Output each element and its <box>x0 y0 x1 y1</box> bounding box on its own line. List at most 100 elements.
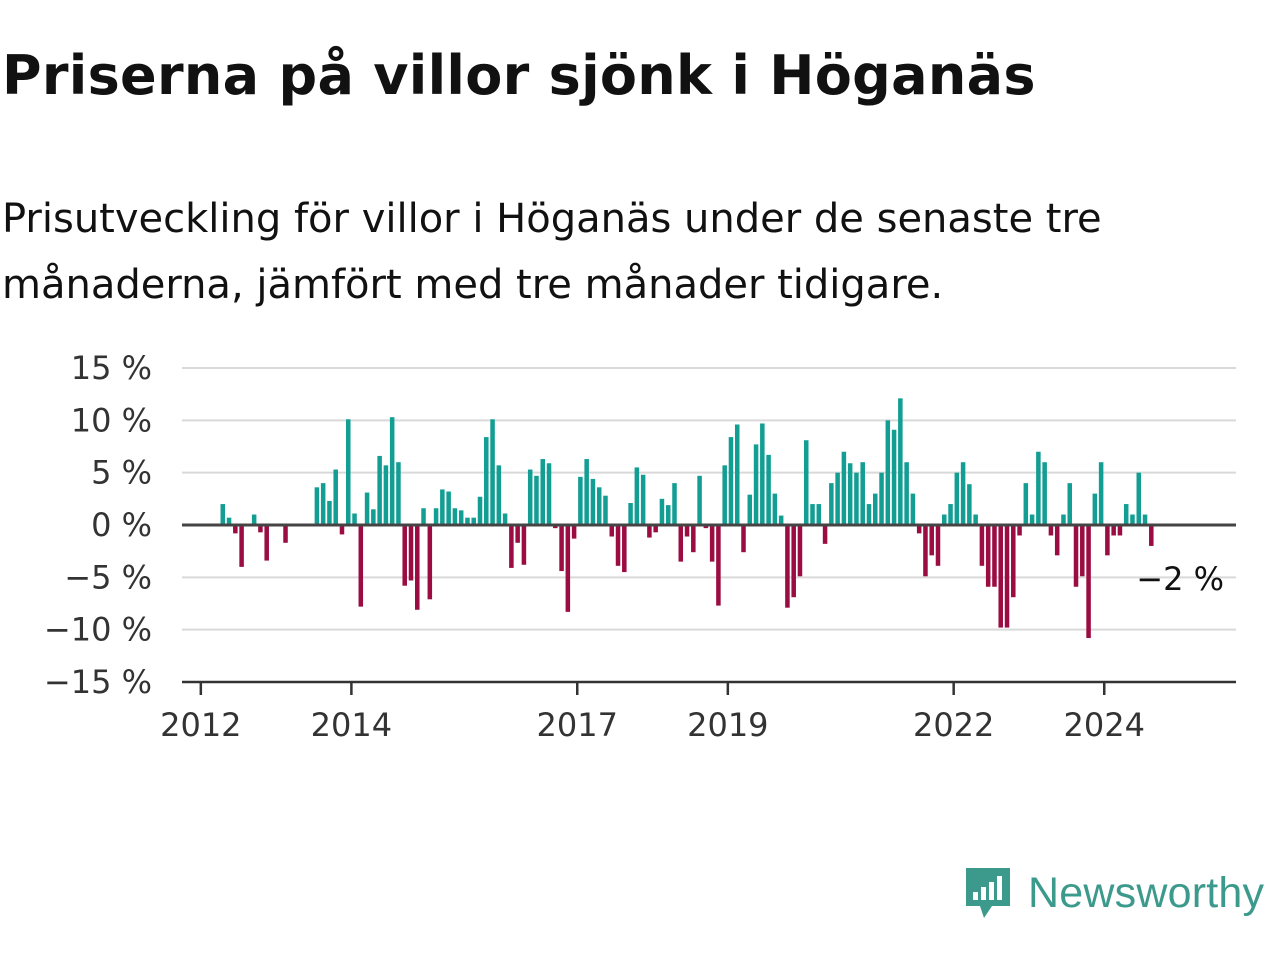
bar <box>490 419 495 525</box>
bar <box>841 451 847 525</box>
bar <box>540 459 546 525</box>
bar <box>916 525 922 534</box>
bar <box>1067 483 1073 525</box>
bar <box>1073 525 1079 587</box>
bar <box>465 517 470 525</box>
bars <box>220 398 1154 639</box>
x-axis: 2012 2014 2017 2019 2022 2024 <box>160 682 1145 744</box>
bar <box>778 515 784 525</box>
bar <box>396 462 401 525</box>
bar <box>873 493 878 525</box>
bar <box>421 508 426 525</box>
bar <box>496 465 502 525</box>
bar <box>822 525 828 544</box>
bar <box>998 525 1003 628</box>
bar <box>1011 525 1016 598</box>
bar <box>760 423 765 525</box>
bar <box>803 440 809 525</box>
bar <box>389 417 395 525</box>
bar <box>973 514 978 525</box>
brand: Newsworthy <box>962 864 1264 922</box>
bar <box>898 398 903 525</box>
x-tick-label: 2022 <box>913 706 994 744</box>
bar <box>509 525 514 568</box>
bar <box>433 508 439 525</box>
bar <box>427 525 433 600</box>
x-tick-label: 2017 <box>537 706 618 744</box>
bar <box>408 525 414 581</box>
bar <box>1149 525 1154 546</box>
x-tick-label: 2019 <box>687 706 768 744</box>
bar <box>534 475 539 525</box>
bar <box>948 504 953 525</box>
bar <box>960 462 966 525</box>
x-tick-label: 2014 <box>311 706 392 744</box>
bar <box>327 500 332 525</box>
bar <box>992 525 997 587</box>
bar <box>797 525 803 577</box>
bar <box>565 525 571 612</box>
bar <box>596 487 602 525</box>
bar <box>829 483 834 525</box>
brand-name: Newsworthy <box>1028 868 1265 917</box>
bar <box>415 525 420 610</box>
page-title: Priserna på villor sjönk i Höganäs <box>2 44 1036 107</box>
bar <box>891 429 897 525</box>
bar <box>785 525 790 608</box>
bar <box>1130 514 1135 525</box>
bar <box>1086 525 1091 639</box>
bar <box>609 525 615 537</box>
bar <box>659 498 665 525</box>
bar <box>1004 525 1010 628</box>
bar <box>709 525 715 562</box>
bar <box>910 493 916 525</box>
bar <box>716 525 721 606</box>
y-tick-label: 15 % <box>71 349 152 387</box>
bar <box>703 525 709 529</box>
bar <box>1054 525 1060 556</box>
bar <box>772 493 778 525</box>
bar <box>967 484 972 525</box>
bar <box>866 504 872 525</box>
y-axis: 15 % 10 % 5 % 0 % −5 % −10 % −15 % <box>44 349 152 701</box>
bar <box>352 513 357 525</box>
bar <box>1092 493 1098 525</box>
bar <box>942 514 947 525</box>
y-tick-label: −15 % <box>44 663 152 701</box>
bar <box>753 444 759 525</box>
bar <box>377 455 382 525</box>
bar <box>239 525 244 567</box>
bar <box>546 463 552 525</box>
bar <box>647 525 652 538</box>
bar <box>810 504 815 525</box>
bar <box>527 469 533 525</box>
bar <box>954 472 960 525</box>
bar <box>1098 462 1104 525</box>
bar <box>320 483 326 525</box>
bar <box>622 525 627 573</box>
bar <box>402 525 407 586</box>
bar <box>923 525 928 577</box>
bar <box>251 514 257 525</box>
bar <box>590 478 596 525</box>
bar <box>835 472 840 525</box>
x-tick-label: 2024 <box>1064 706 1145 744</box>
bar <box>1123 504 1129 525</box>
bar <box>571 525 577 539</box>
bar <box>1048 525 1054 536</box>
bar <box>879 472 884 525</box>
bar <box>640 474 646 525</box>
bar <box>446 491 451 525</box>
bar <box>665 505 671 525</box>
bar <box>226 517 232 525</box>
bar-chart: 15 %10 %5 %0 %−5 %−10 %−15 % 2012 2014 201… <box>44 349 1236 744</box>
bar <box>346 419 351 525</box>
bar <box>258 525 263 533</box>
bar <box>1029 514 1035 525</box>
bar <box>691 525 696 553</box>
bar <box>339 525 345 535</box>
bar <box>615 525 621 566</box>
bar <box>477 496 483 525</box>
bar <box>678 525 684 562</box>
bar <box>747 494 753 525</box>
